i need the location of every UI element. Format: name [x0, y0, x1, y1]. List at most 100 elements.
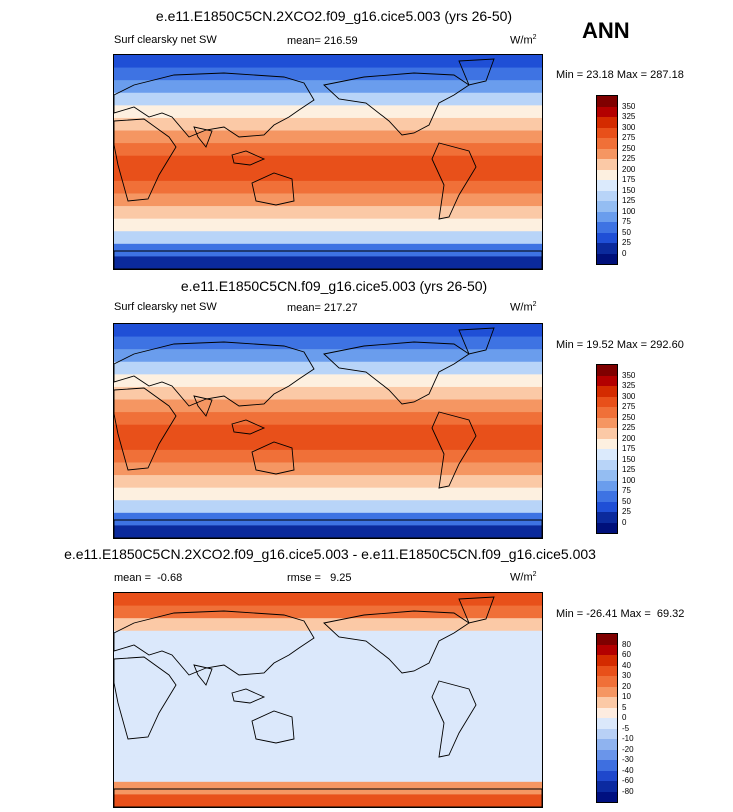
panel-2-mean-label: mean= 217.27	[287, 302, 358, 314]
colorbar-tick-label: 300	[622, 391, 636, 401]
colorbar-tick-label: 300	[622, 122, 636, 132]
latitude-band	[114, 731, 542, 745]
latitude-band	[114, 756, 542, 770]
colorbar-tick-label: 75	[622, 217, 631, 226]
latitude-band	[114, 525, 542, 538]
panel-2-map	[113, 323, 543, 539]
colorbar-swatch	[597, 428, 617, 439]
latitude-band	[114, 512, 542, 527]
coastline	[114, 341, 315, 407]
colorbar-swatch	[597, 686, 617, 697]
latitude-band	[114, 67, 542, 81]
latitude-band	[114, 605, 542, 619]
colorbar-tick-label: 225	[622, 423, 636, 432]
coastline	[114, 118, 177, 202]
colorbar-tick-label: 25	[622, 238, 631, 247]
panel-2-units-label: W/m2	[510, 301, 537, 314]
colorbar-tick-label: 250	[622, 143, 636, 153]
panel-1-units-label: W/m2	[510, 34, 537, 47]
colorbar-tick-label: 0	[622, 713, 627, 722]
latitude-band	[114, 593, 542, 607]
coastline	[431, 411, 477, 489]
colorbar-swatch	[597, 407, 617, 418]
coastline	[193, 395, 213, 417]
latitude-band	[114, 462, 542, 476]
colorbar-tick-label: 75	[622, 486, 631, 495]
colorbar-tick-label: -80	[622, 786, 634, 796]
coastline	[323, 72, 470, 136]
latitude-band	[114, 193, 542, 207]
colorbar-swatch	[597, 770, 617, 781]
colorbar-tick-label: 175	[622, 175, 636, 184]
latitude-band	[114, 412, 542, 426]
colorbar-swatch	[597, 665, 617, 676]
colorbar-tick-label: 325	[622, 112, 636, 121]
colorbar-tick-label: 40	[622, 660, 631, 670]
coastline	[323, 341, 470, 405]
colorbar-tick-label: 100	[622, 475, 636, 485]
colorbar-swatch	[597, 655, 617, 666]
latitude-band	[114, 180, 542, 195]
panel-1-map-field	[114, 55, 542, 269]
panel-1-map	[113, 54, 543, 270]
coastline	[251, 441, 295, 475]
coastline	[251, 710, 295, 744]
latitude-band	[114, 130, 542, 144]
latitude-band	[114, 256, 542, 269]
latitude-band	[114, 324, 542, 338]
colorbar-tick-label: 150	[622, 454, 636, 464]
panel-1-minmax: Min = 23.18 Max = 287.18	[556, 69, 684, 81]
latitude-band	[114, 336, 542, 350]
colorbar-swatch	[597, 159, 617, 170]
latitude-band	[114, 55, 542, 69]
colorbar-tick-label: 25	[622, 507, 631, 516]
latitude-band	[114, 500, 542, 514]
colorbar-tick-label: 20	[622, 681, 631, 691]
latitude-band	[114, 630, 542, 644]
colorbar-tick-label: 150	[622, 185, 636, 195]
colorbar-swatch	[597, 470, 617, 481]
coastline	[458, 327, 495, 355]
colorbar-swatch	[597, 96, 617, 107]
colorbar-swatch	[597, 138, 617, 149]
coastline	[114, 656, 177, 740]
latitude-band	[114, 399, 542, 413]
colorbar-swatch	[597, 253, 617, 264]
colorbar-swatch	[597, 375, 617, 386]
colorbar-swatch	[597, 480, 617, 491]
latitude-band	[114, 794, 542, 807]
colorbar-tick-label: 275	[622, 402, 636, 411]
panel-3-rmse-label: rmse = 9.25	[287, 572, 352, 584]
latitude-band	[114, 168, 542, 182]
colorbar-swatch	[597, 117, 617, 128]
colorbar-swatch	[597, 707, 617, 718]
latitude-band	[114, 769, 542, 783]
colorbar-tick-label: 350	[622, 101, 636, 111]
colorbar-swatch	[597, 438, 617, 449]
colorbar-swatch	[597, 417, 617, 428]
latitude-band	[114, 143, 542, 157]
latitude-band	[114, 155, 542, 169]
latitude-band	[114, 80, 542, 94]
colorbar-swatch	[597, 739, 617, 750]
colorbar-swatch	[597, 512, 617, 523]
latitude-band	[114, 744, 542, 758]
latitude-band	[114, 231, 542, 245]
coastline	[323, 610, 470, 674]
latitude-band	[114, 643, 542, 657]
panel-2-title: e.e11.E1850C5CN.f09_g16.cice5.003 (yrs 2…	[180, 278, 488, 294]
coastline	[114, 387, 177, 471]
colorbar-swatch	[597, 127, 617, 138]
colorbar-tick-label: 350	[622, 370, 636, 380]
latitude-band	[114, 693, 542, 707]
colorbar-tick-label: 250	[622, 412, 636, 422]
coastline	[193, 664, 213, 686]
colorbar-tick-label: -20	[622, 744, 634, 754]
colorbar-swatch	[597, 634, 617, 645]
latitude-band	[114, 206, 542, 220]
colorbar-swatch	[597, 222, 617, 233]
coastline	[193, 126, 213, 148]
colorbar-tick-label: 10	[622, 692, 631, 701]
colorbar-tick-label: 275	[622, 133, 636, 142]
colorbar-swatch	[597, 201, 617, 212]
